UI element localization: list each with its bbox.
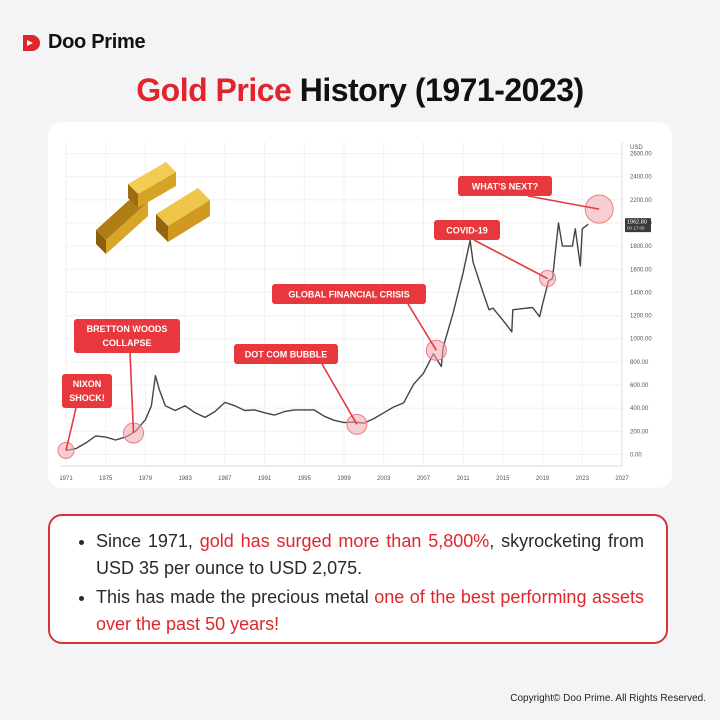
gold-bars-icon	[96, 162, 210, 254]
y-tick-label: 2200.00	[630, 198, 652, 204]
annotation-label: BRETTON WOODS	[87, 324, 168, 334]
annotation-box	[272, 284, 426, 304]
annotation-label: NIXON	[73, 379, 102, 389]
y-axis: 0.00 200.00 400.00 600.00 800.00 1000.00 1200.…	[621, 142, 652, 466]
annotation-label: DOT COM BUBBLE	[245, 350, 328, 360]
annotation-pointer	[527, 195, 600, 210]
summary-box: Since 1971, gold has surged more than 5,…	[48, 514, 668, 644]
annotation-label: GLOBAL FINANCIAL CRISIS	[288, 290, 409, 300]
x-axis: 1971 1975 1979 1983 1987 1991 1995 1999 2003 2007…	[59, 465, 629, 482]
y-tick-label: 400.00	[630, 406, 649, 412]
y-tick-label: 800.00	[630, 360, 649, 366]
y-tick-label: 200.00	[630, 429, 649, 435]
page-title: Gold Price History (1971-2023)	[0, 72, 720, 109]
annotation-label: COVID-19	[446, 226, 488, 236]
brand-name: Doo Prime	[48, 31, 146, 53]
summary-bullet-1: Since 1971, gold has surged more than 5,…	[96, 528, 644, 582]
gold-price-chart: 1971 1975 1979 1983 1987 1991 1995 1999 2003 2007…	[57, 142, 652, 482]
x-tick-label: 1987	[218, 476, 232, 482]
x-tick-label: 2015	[496, 476, 510, 482]
y-tick-label: 2400.00	[630, 175, 652, 181]
x-tick-label: 1979	[139, 476, 153, 482]
y-tick-label: 1600.00	[630, 267, 652, 273]
last-value-badge	[625, 218, 651, 233]
title-rest: History (1971-2023)	[291, 72, 584, 108]
y-tick-label: 1200.00	[630, 314, 652, 320]
last-value-subtext: 00 17:06	[627, 226, 645, 231]
y-tick-label: 2600.00	[630, 152, 652, 158]
y-tick-label: 0.00	[630, 452, 642, 458]
bullet-2-highlight: one of the best performing assets over t…	[96, 587, 644, 634]
annotation-box	[234, 344, 338, 364]
annotation-box	[74, 319, 180, 353]
doo-prime-logo-icon	[23, 34, 40, 51]
x-tick-label: 1995	[298, 476, 312, 482]
x-tick-label: 2023	[576, 476, 590, 482]
bullet-1-text-start: Since 1971,	[96, 531, 200, 551]
x-tick-label: 1983	[178, 476, 192, 482]
y-tick-label: 600.00	[630, 383, 649, 389]
annotation-pointer	[129, 352, 135, 434]
annotation-pointer	[407, 303, 438, 351]
x-tick-label: 2003	[377, 476, 391, 482]
x-tick-label: 2027	[615, 476, 629, 482]
copyright-notice: Copyright© Doo Prime. All Rights Reserve…	[510, 693, 706, 704]
annotation-label: WHAT'S NEXT?	[472, 182, 538, 192]
annotation-pointer	[65, 407, 77, 451]
bullet-2-text-start: This has made the precious metal	[96, 587, 375, 607]
y-tick-label: 1800.00	[630, 244, 652, 250]
annotation-pointer	[321, 363, 358, 425]
x-tick-label: 2019	[536, 476, 550, 482]
brand-logo: Doo Prime	[22, 31, 146, 54]
y-axis-label: USD	[630, 145, 643, 151]
x-tick-label: 1999	[337, 476, 351, 482]
annotations: NIXON SHOCK! BRETTON WOODS COLLAPSE DOT COM …	[57, 176, 614, 459]
annotation-box	[434, 220, 500, 240]
annotation-pointer	[473, 239, 548, 280]
annotation-label-line2: SHOCK!	[69, 393, 105, 403]
y-tick-label: 1000.00	[630, 337, 652, 343]
annotation-box	[62, 374, 112, 408]
x-tick-label: 1975	[99, 476, 113, 482]
x-tick-label: 1971	[59, 476, 73, 482]
title-accent: Gold Price	[136, 72, 292, 108]
y-tick-label: 1400.00	[630, 290, 652, 296]
annotation-label-line2: COLLAPSE	[102, 338, 151, 348]
bullet-1-highlight: gold has surged more than 5,800%	[199, 531, 490, 551]
bullet-1-text-end: , skyrocketing from USD 35 per ounce to …	[96, 531, 644, 578]
annotation-box	[458, 176, 552, 196]
last-value-text: 1962.80	[627, 220, 647, 226]
x-tick-label: 2007	[417, 476, 431, 482]
x-tick-label: 1991	[258, 476, 272, 482]
summary-bullet-2: This has made the precious metal one of …	[96, 584, 644, 638]
chart-card: 1971 1975 1979 1983 1987 1991 1995 1999 2003 2007…	[48, 122, 672, 488]
x-tick-label: 2011	[457, 476, 471, 482]
